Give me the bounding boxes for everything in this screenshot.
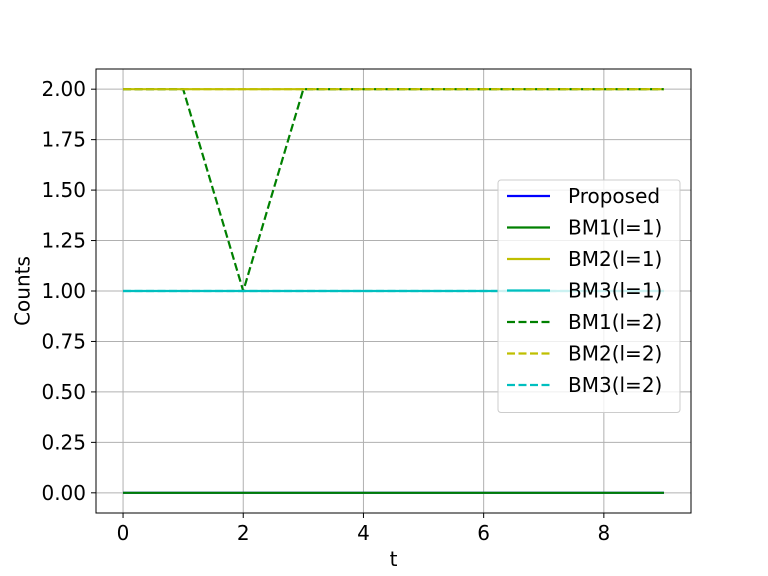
- y-tick-label: 0.00: [41, 481, 86, 505]
- y-tick-label: 0.75: [41, 329, 86, 353]
- y-tick-label: 0.50: [41, 380, 86, 404]
- legend-label: BM2(l=2): [568, 342, 662, 366]
- y-tick-label: 1.50: [41, 178, 86, 202]
- y-axis-label: Counts: [11, 256, 35, 326]
- y-tick-label: 1.75: [41, 128, 86, 152]
- x-tick-label: 6: [477, 521, 490, 545]
- x-axis-label: t: [390, 547, 398, 571]
- y-tick-label: 1.00: [41, 279, 86, 303]
- x-tick-label: 4: [357, 521, 370, 545]
- legend-label: BM1(l=1): [568, 216, 662, 240]
- legend: Proposed BM1(l=1) BM2(l=1) BM3(l=1) BM1(l=2)…: [497, 179, 681, 413]
- legend-label: BM3(l=1): [568, 279, 662, 303]
- legend-label: BM2(l=1): [568, 247, 662, 271]
- legend-label: BM3(l=2): [568, 373, 662, 397]
- legend-label: BM1(l=2): [568, 310, 662, 334]
- axis-ticks: 0 2 4 6 8 0.00 0.25 0.50 0.75 1.00 1.25 1.50 1.75 2.0…: [41, 77, 610, 545]
- legend-label: Proposed: [568, 184, 660, 208]
- y-tick-label: 2.00: [41, 77, 86, 101]
- x-tick-label: 8: [597, 521, 610, 545]
- y-tick-label: 0.25: [41, 430, 86, 454]
- x-tick-label: 0: [117, 521, 130, 545]
- x-tick-label: 2: [237, 521, 250, 545]
- y-tick-label: 1.25: [41, 229, 86, 253]
